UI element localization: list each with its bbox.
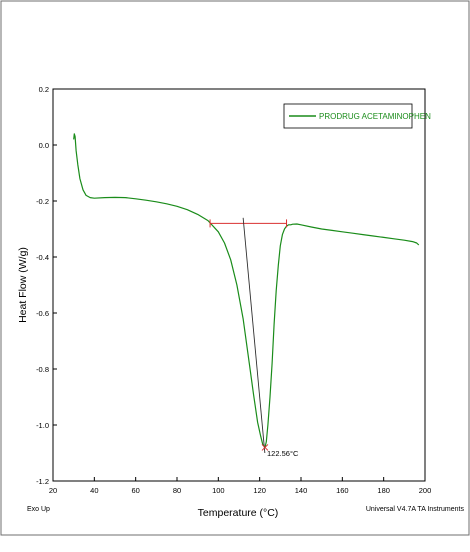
exo-up-label: Exo Up: [27, 506, 50, 513]
series-line: [73, 133, 420, 448]
figure-frame: [0, 0, 470, 536]
x-tick-label: 40: [90, 486, 98, 495]
x-tick-label: 20: [49, 486, 57, 495]
x-tick-label: 180: [377, 486, 390, 495]
instrument-label: Universal V4.7A TA Instruments: [366, 506, 465, 513]
y-tick-label: -1.2: [36, 477, 49, 486]
series-layer: [73, 133, 420, 448]
y-axis-title: Heat Flow (W/g): [17, 247, 29, 323]
x-tick-label: 200: [419, 486, 432, 495]
y-tick-label: -0.8: [36, 365, 49, 374]
y-tick-label: 0.0: [39, 141, 49, 150]
x-tick-label: 60: [131, 486, 139, 495]
x-tick-label: 120: [253, 486, 266, 495]
x-axis-title: Temperature (°C): [198, 507, 279, 519]
legend: PRODRUG ACETAMINOPHEN: [283, 103, 431, 129]
axis-ticks: 20 40 60 80 100 120 140 160 180 200 0.2 0.0 -0.2 -0.4…: [36, 85, 431, 495]
peak-marker: [261, 444, 269, 451]
peak-temperature-label: 122.56°C: [267, 449, 299, 458]
annotation-layer: [209, 217, 288, 454]
y-tick-label: -1.0: [36, 421, 49, 430]
x-tick-label: 160: [336, 486, 349, 495]
y-tick-label: -0.2: [36, 197, 49, 206]
onset-tangent-line: [242, 217, 266, 454]
y-tick-label: -0.4: [36, 253, 49, 262]
x-tick-label: 100: [212, 486, 225, 495]
y-tick-label: 0.2: [39, 85, 49, 94]
plot-area-frame: [52, 88, 426, 482]
y-tick-label: -0.6: [36, 309, 49, 318]
legend-label: PRODRUG ACETAMINOPHEN: [319, 112, 431, 121]
x-tick-label: 140: [295, 486, 308, 495]
x-tick-label: 80: [173, 486, 181, 495]
